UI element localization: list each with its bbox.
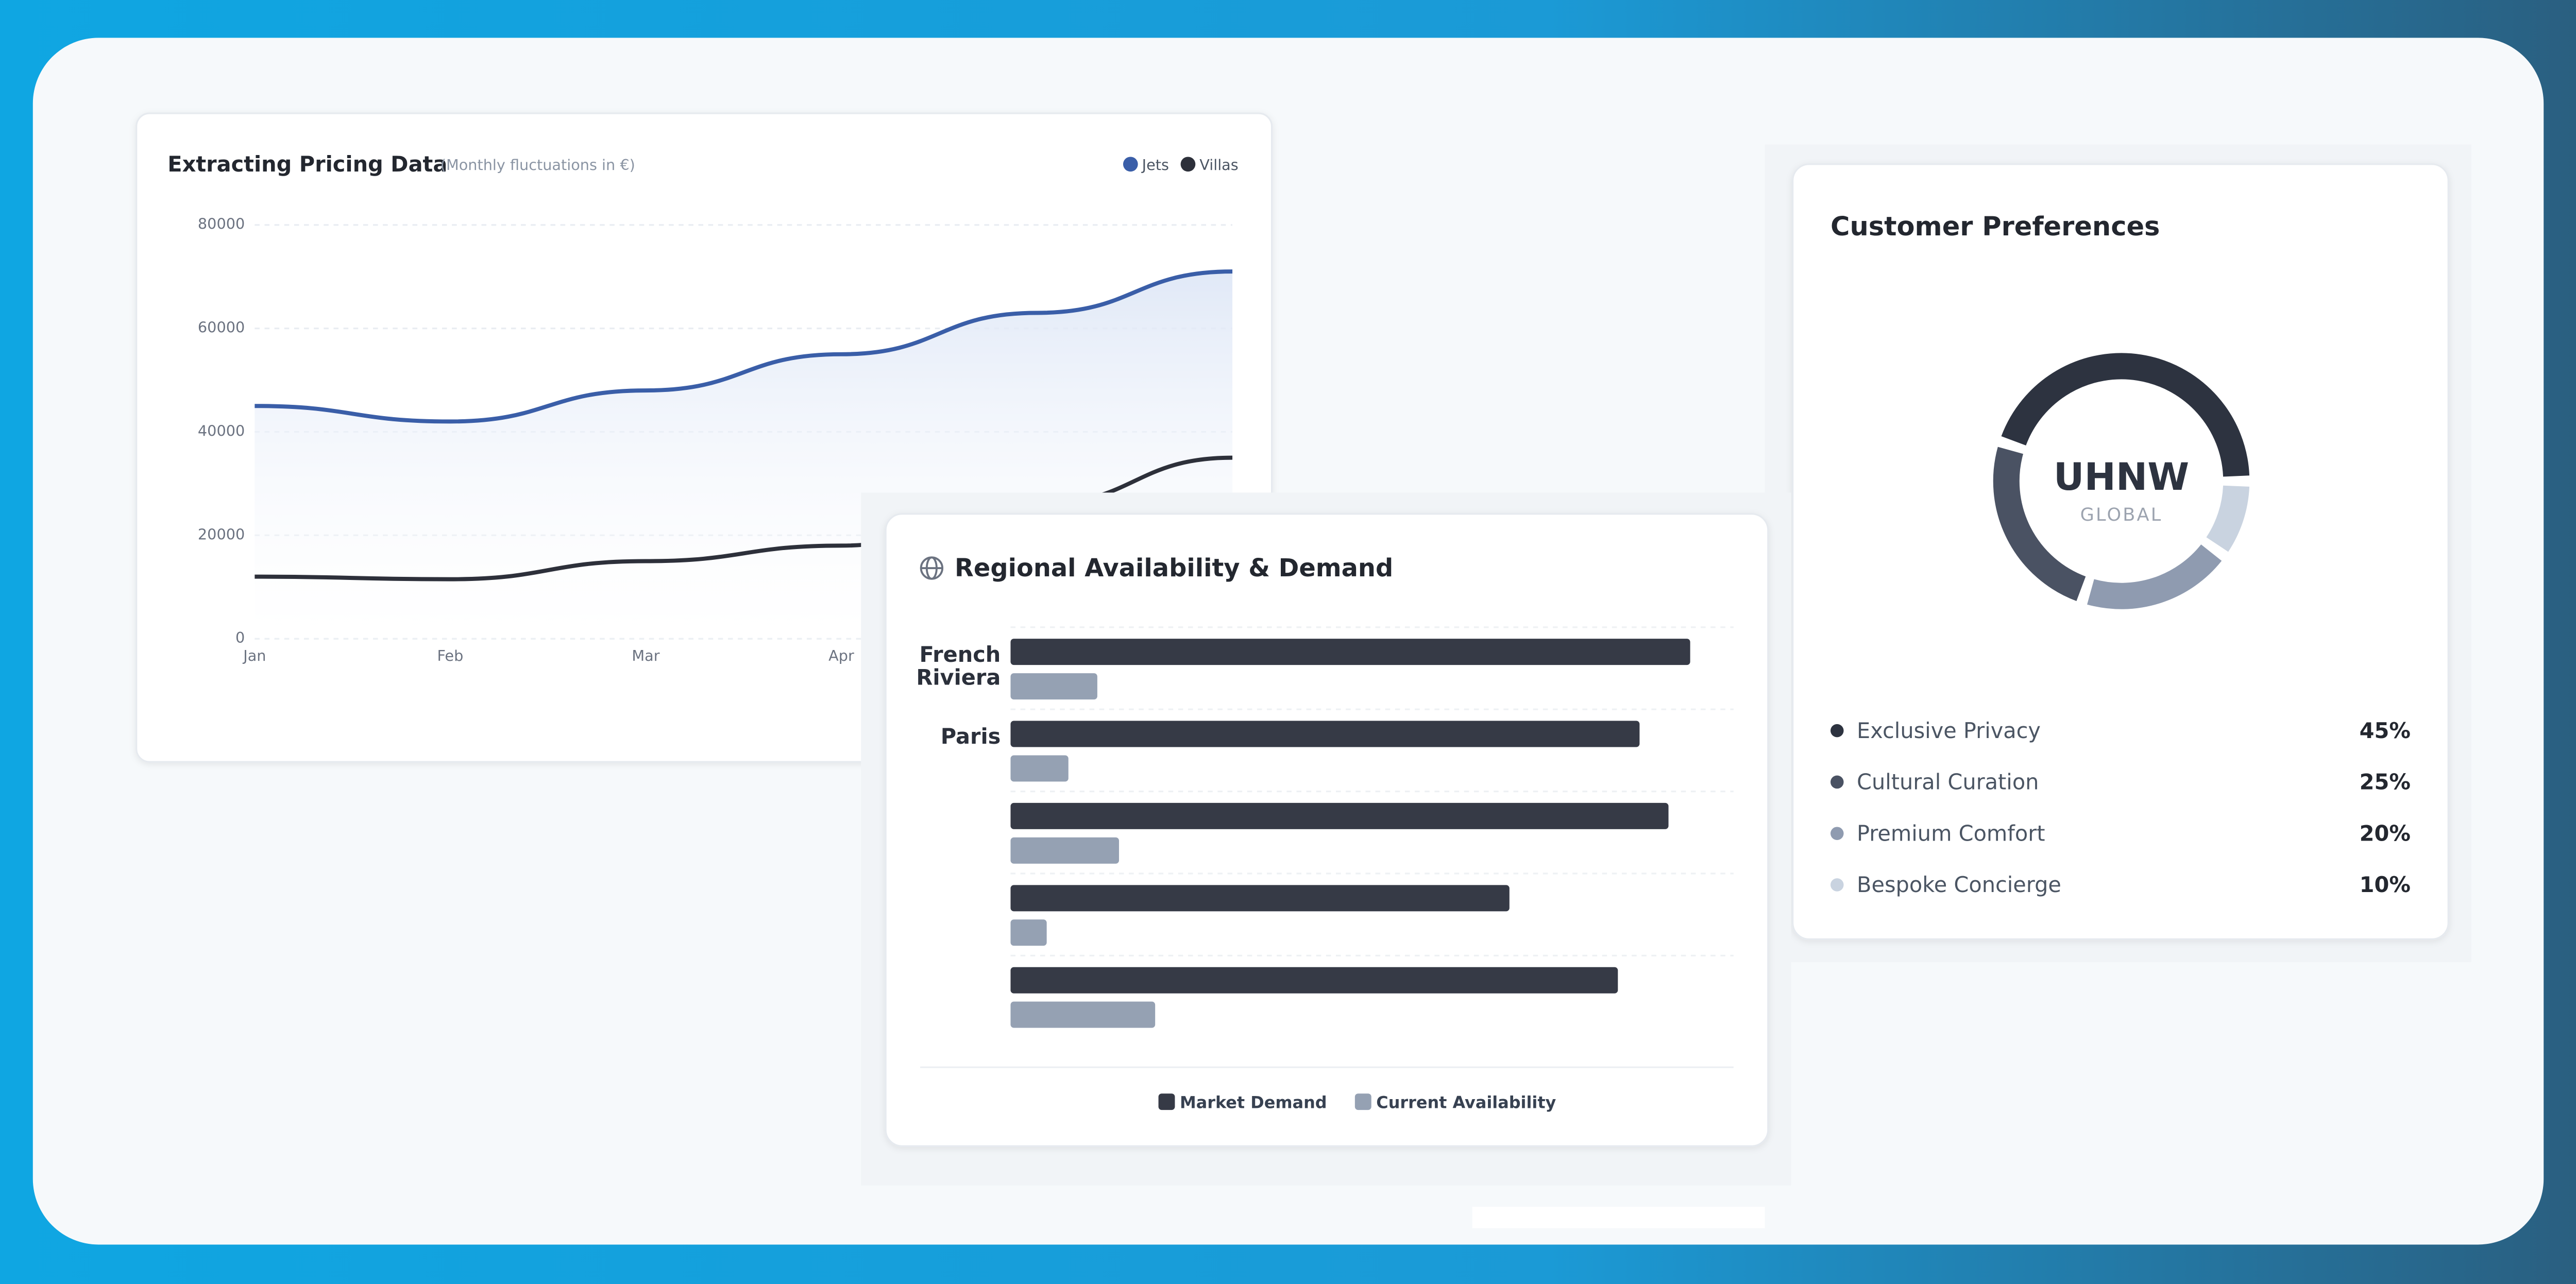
card xyxy=(1792,163,2449,940)
legend-swatch xyxy=(1354,1093,1371,1110)
legend-label: Cultural Curation xyxy=(1857,770,2039,795)
y-tick-label: 20000 xyxy=(198,525,245,543)
legend-label: Villas xyxy=(1199,156,1238,174)
legend-swatch xyxy=(1158,1093,1175,1110)
y-tick-label: 60000 xyxy=(198,319,245,336)
center-sublabel: GLOBAL xyxy=(2080,504,2163,525)
bar xyxy=(1010,639,1690,665)
chart-title: Regional Availability & Demand xyxy=(955,554,1393,583)
x-tick-label: Mar xyxy=(632,647,659,664)
legend-swatch xyxy=(1831,827,1844,840)
y-tick-label: 40000 xyxy=(198,422,245,439)
bar xyxy=(1010,837,1119,864)
donut-segment xyxy=(2206,485,2250,552)
y-tick-label: French Riviera xyxy=(916,645,1001,692)
legend-label: Current Availability xyxy=(1376,1092,1556,1112)
donut-segment xyxy=(2087,544,2222,609)
x-tick-label: Jan xyxy=(242,647,266,664)
donut-segment xyxy=(1993,447,2086,601)
line xyxy=(255,269,1233,424)
bar xyxy=(1010,721,1640,747)
y-tick-label: 0 xyxy=(235,629,245,646)
legend-swatch xyxy=(1831,775,1844,789)
chart-title: Customer Preferences xyxy=(1831,212,2160,242)
legend-swatch xyxy=(1123,157,1138,172)
donut-segment xyxy=(2001,353,2250,477)
value-label: 10% xyxy=(2360,872,2411,897)
bar xyxy=(1010,1001,1156,1028)
value-label: 25% xyxy=(2360,770,2411,795)
bar xyxy=(1010,919,1047,946)
chart-subtitle: (Monthly fluctuations in €) xyxy=(440,156,635,174)
bar xyxy=(1010,802,1669,829)
bar xyxy=(1010,885,1510,912)
legend-label: Bespoke Concierge xyxy=(1857,872,2061,897)
bar xyxy=(1010,673,1097,700)
value-label: 45% xyxy=(2360,718,2411,743)
x-tick-label: Apr xyxy=(828,647,854,664)
strip xyxy=(1472,1207,1765,1228)
legend-label: Jets xyxy=(1141,156,1169,174)
center-label: UHNW xyxy=(2054,455,2189,499)
regional-card: Regional Availability & Demand French Ri… xyxy=(885,513,1769,1147)
legend-label: Exclusive Privacy xyxy=(1857,718,2041,743)
legend-swatch xyxy=(1831,878,1844,892)
legend-label: Market Demand xyxy=(1180,1092,1327,1112)
y-tick-label: 80000 xyxy=(198,215,245,233)
chart-title: Extracting Pricing Data xyxy=(167,152,447,177)
legend-swatch xyxy=(1180,157,1196,172)
x-tick-label: Feb xyxy=(437,647,463,664)
value-label: 20% xyxy=(2360,821,2411,846)
legend-label: Premium Comfort xyxy=(1857,821,2045,846)
legend-swatch xyxy=(1831,724,1844,738)
category-label-box: French Riviera xyxy=(916,645,1001,692)
bar xyxy=(1010,755,1069,782)
globe-icon xyxy=(920,556,944,580)
preferences-card: Customer Preferences Exclusive Privacy 45… xyxy=(1792,163,2449,940)
category-label-box: Paris xyxy=(940,727,1001,750)
bar xyxy=(1010,967,1618,994)
card xyxy=(885,513,1769,1147)
y-tick-label: Paris xyxy=(940,727,1001,750)
